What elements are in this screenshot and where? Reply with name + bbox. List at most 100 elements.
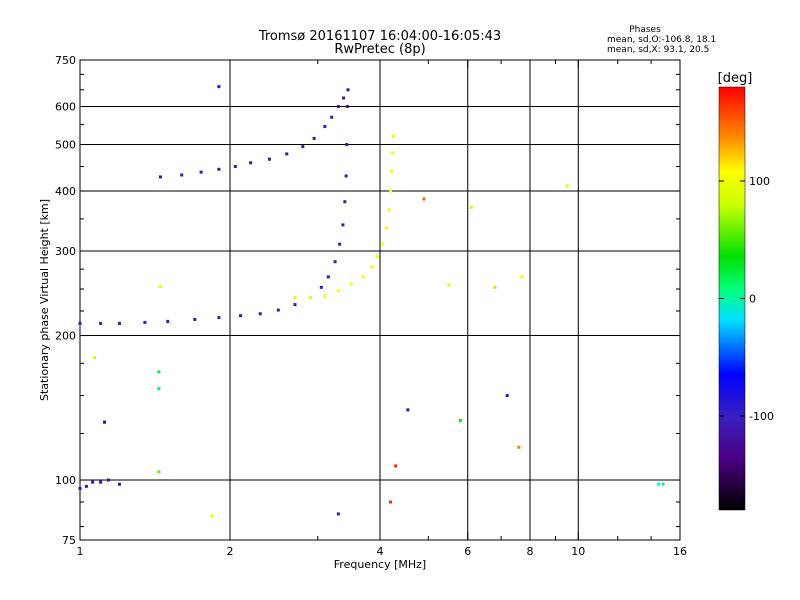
- data-point: [447, 283, 451, 287]
- data-point: [99, 480, 103, 484]
- data-point: [157, 370, 161, 374]
- data-point: [78, 487, 82, 491]
- data-point: [293, 303, 297, 307]
- phases-o-mode: mean, sd,O:-106.8, 18.1: [607, 35, 716, 45]
- data-point: [384, 226, 388, 230]
- data-point: [361, 275, 365, 279]
- x-tick-label: 8: [527, 545, 534, 558]
- data-point: [180, 173, 184, 177]
- data-point: [293, 296, 297, 300]
- data-point: [345, 105, 349, 109]
- data-point: [343, 200, 347, 204]
- data-points: [78, 85, 665, 518]
- y-axis-ticks: 75 100 200 300 400 500 600 750: [55, 54, 680, 547]
- y-tick-label: 75: [62, 534, 76, 547]
- data-point: [78, 321, 82, 325]
- x-tick-label: 2: [227, 545, 234, 558]
- data-point: [370, 265, 374, 269]
- data-point: [117, 321, 121, 325]
- phases-title: Phases: [629, 25, 661, 35]
- data-point: [143, 320, 147, 324]
- x-tick-label: 1: [77, 545, 84, 558]
- data-point: [210, 514, 214, 518]
- data-point: [157, 470, 161, 474]
- data-point: [199, 170, 203, 174]
- data-point: [336, 289, 340, 293]
- colorbar-ticks: -100 0 100: [719, 175, 774, 423]
- data-point: [344, 174, 348, 178]
- data-point: [565, 184, 569, 188]
- y-tick-label: 200: [55, 330, 76, 343]
- data-point: [333, 260, 337, 264]
- data-point: [308, 296, 312, 300]
- data-point: [394, 464, 398, 468]
- data-point: [345, 143, 349, 147]
- data-point: [312, 136, 316, 140]
- y-tick-label: 100: [55, 474, 76, 487]
- colorbar-tick-label: 0: [749, 293, 756, 306]
- data-point: [103, 420, 107, 424]
- data-point: [493, 285, 497, 289]
- data-point: [217, 167, 221, 171]
- data-point: [84, 484, 88, 488]
- y-tick-label: 600: [55, 101, 76, 114]
- data-point: [469, 205, 473, 209]
- data-point: [661, 482, 665, 486]
- x-axis-ticks: 1 2 4 6 8 10 16: [77, 60, 687, 558]
- colorbar-tick-label: 100: [749, 175, 770, 188]
- data-point: [323, 125, 327, 129]
- data-point: [217, 316, 221, 320]
- data-point: [346, 88, 350, 92]
- data-point: [387, 208, 391, 212]
- chart-title: Tromsø 20161107 16:04:00-16:05:43: [258, 29, 501, 44]
- phases-x-mode: mean, sd,X: 93.1, 20.5: [607, 45, 709, 55]
- colorbar-tick-label: -100: [749, 410, 774, 423]
- data-point: [389, 189, 393, 193]
- data-point: [520, 275, 524, 279]
- data-point: [406, 408, 410, 412]
- x-axis-label: Frequency [MHz]: [334, 558, 426, 571]
- data-point: [342, 96, 346, 100]
- data-point: [99, 321, 103, 325]
- data-point: [458, 419, 462, 423]
- data-point: [319, 285, 323, 289]
- data-point: [217, 85, 221, 89]
- data-point: [517, 445, 521, 449]
- y-tick-label: 750: [55, 54, 76, 67]
- x-tick-label: 6: [464, 545, 471, 558]
- colorbar-label: [deg]: [718, 71, 753, 86]
- y-tick-label: 300: [55, 245, 76, 258]
- data-point: [258, 312, 262, 316]
- y-tick-label: 400: [55, 185, 76, 198]
- data-point: [323, 294, 327, 298]
- x-tick-label: 10: [571, 545, 585, 558]
- data-point: [106, 478, 110, 482]
- data-point: [285, 152, 289, 156]
- data-point: [381, 242, 385, 246]
- data-point: [330, 115, 334, 119]
- data-point: [326, 275, 330, 279]
- data-point: [349, 282, 353, 286]
- data-point: [233, 164, 237, 168]
- data-point: [249, 161, 253, 165]
- data-point: [117, 482, 121, 486]
- data-point: [336, 105, 340, 109]
- data-point: [505, 394, 509, 398]
- data-point: [390, 169, 394, 173]
- data-point: [239, 314, 243, 318]
- data-point: [389, 500, 393, 504]
- chart-subtitle: RwPretec (8p): [334, 42, 425, 57]
- data-point: [657, 482, 661, 486]
- data-point: [276, 308, 280, 312]
- data-point: [166, 319, 170, 323]
- data-point: [93, 355, 97, 359]
- data-point: [158, 175, 162, 179]
- y-axis-label: Stationary phase Virtual Height [km]: [38, 199, 51, 401]
- data-point: [157, 387, 161, 391]
- data-point: [391, 151, 395, 155]
- x-tick-label: 4: [377, 545, 384, 558]
- data-point: [422, 197, 426, 201]
- data-point: [267, 157, 271, 161]
- data-point: [336, 512, 340, 516]
